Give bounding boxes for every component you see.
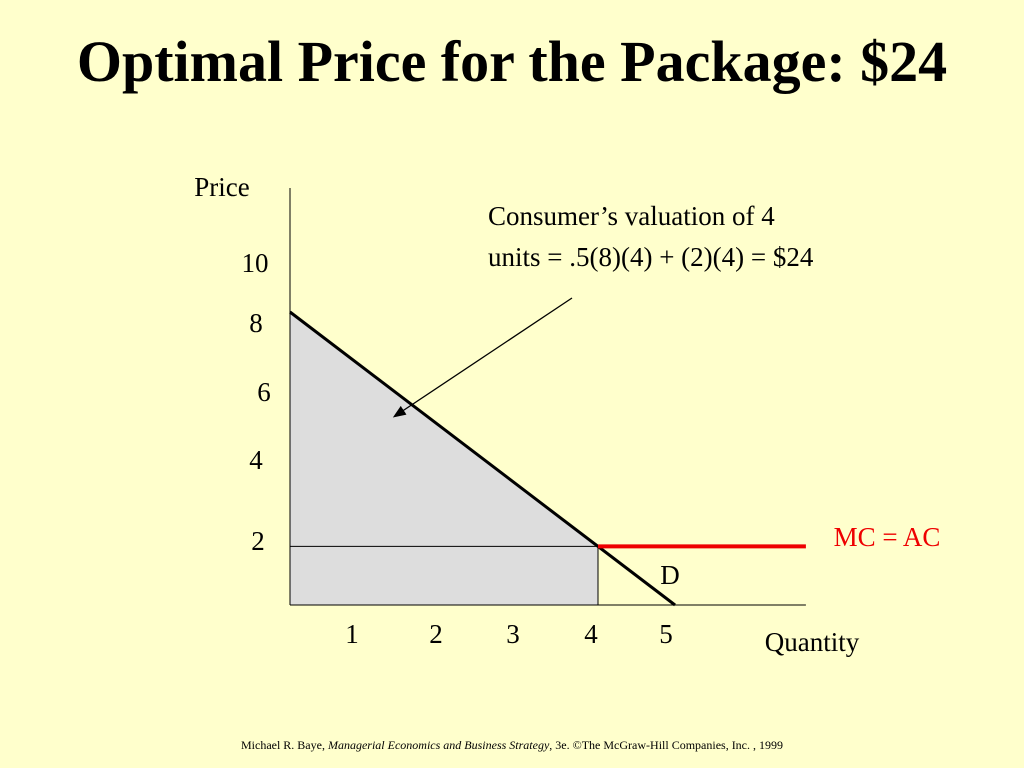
footer-copyright: , 3e. ©The McGraw-Hill Companies, Inc. ,…: [549, 738, 784, 752]
mc-ac-label: MC = AC: [834, 522, 941, 552]
y-tick-label: 8: [249, 308, 263, 338]
y-tick-label: 2: [251, 526, 265, 556]
annotation-line-1: Consumer’s valuation of 4: [488, 201, 775, 231]
x-tick-label: 4: [584, 619, 598, 649]
footer-author: Michael R. Baye,: [240, 738, 328, 752]
annotation-line-2: units = .5(8)(4) + (2)(4) = $24: [488, 242, 814, 272]
slide-footer: Michael R. Baye, Managerial Economics an…: [0, 738, 1024, 753]
y-axis-label: Price: [194, 172, 249, 202]
footer-book-title: Managerial Economics and Business Strate…: [327, 738, 550, 752]
y-tick-label: 6: [257, 377, 271, 407]
demand-curve: [289, 310, 676, 607]
consumer-valuation-area: [290, 312, 598, 605]
annotation-arrow: [392, 297, 573, 418]
y-tick-label: 4: [249, 445, 263, 475]
x-tick-label: 2: [429, 619, 443, 649]
x-tick-label: 5: [659, 619, 673, 649]
y-tick-label: 10: [242, 248, 269, 278]
x-axis-label: Quantity: [765, 627, 860, 657]
x-tick-label: 3: [506, 619, 520, 649]
x-tick-label: 1: [345, 619, 359, 649]
slide-title: Optimal Price for the Package: $24: [76, 29, 948, 94]
demand-label: D: [660, 560, 680, 590]
